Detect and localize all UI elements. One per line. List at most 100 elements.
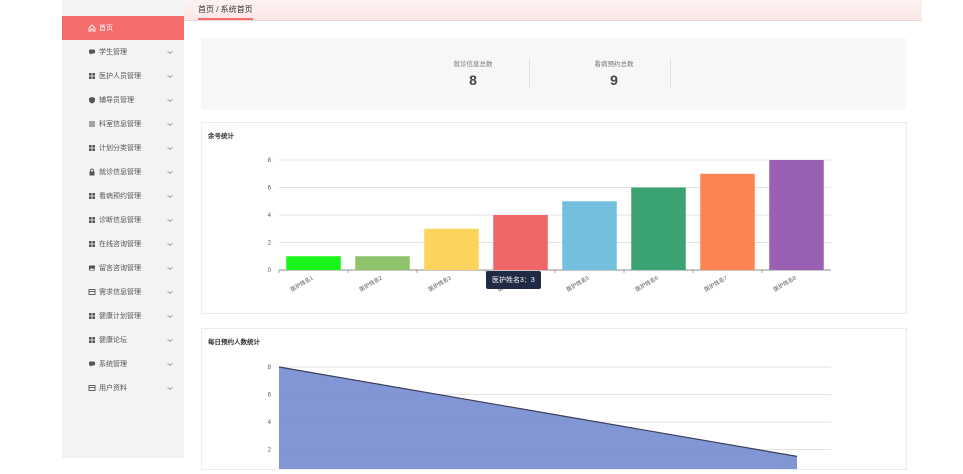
series-line [278, 366, 798, 457]
y-tick-label: 8 [268, 158, 272, 164]
chevron-down-icon [167, 290, 173, 295]
stat-visit-total: 就诊信息总数 8 [433, 58, 513, 88]
stat-divider [529, 58, 530, 88]
chevron-down-icon [167, 170, 173, 175]
sidebar-item[interactable]: 计划分类管理 [62, 136, 184, 160]
y-tick-label: 2 [268, 241, 272, 247]
grid-icon [88, 216, 96, 224]
x-tick-label: 医护姓名3 [427, 274, 453, 293]
grid-icon [88, 192, 96, 200]
chevron-down-icon [167, 50, 173, 55]
sidebar-item[interactable]: 健康计划管理 [62, 304, 184, 328]
x-tick-label: 医护姓名2 [358, 274, 384, 293]
card-icon [88, 384, 96, 392]
sidebar-item-label: 看病预约管理 [99, 193, 141, 200]
sidebar-item[interactable]: 在线咨询管理 [62, 232, 184, 256]
sidebar-item[interactable]: 首页 [62, 16, 184, 40]
bar [355, 256, 410, 270]
stat-appointment-total: 看病预约总数 9 [574, 58, 654, 88]
y-tick-label: 8 [268, 365, 272, 371]
shield-icon [88, 96, 96, 104]
chevron-down-icon [167, 74, 173, 79]
y-tick-label: 4 [268, 213, 272, 219]
panel-title: 余号统计 [208, 133, 234, 140]
stats-panel: 就诊信息总数 8 看病预约总数 9 [201, 38, 906, 110]
y-tick-label: 4 [268, 420, 272, 426]
stat-label: 就诊信息总数 [453, 61, 493, 68]
sidebar-item[interactable]: 系统管理 [62, 352, 184, 376]
remaining-chart-panel: 余号统计 02468医护姓名1医护姓名2医护姓名3医护姓名4医护姓名5医护姓名6… [201, 122, 907, 314]
sidebar-item-label: 诊断信息管理 [99, 217, 141, 224]
sidebar-item[interactable]: 学生管理 [62, 40, 184, 64]
x-tick-label: 医护姓名8 [772, 274, 798, 293]
grid-icon [88, 240, 96, 248]
sidebar-item-label: 健康计划管理 [99, 313, 141, 320]
chat-icon [88, 360, 96, 368]
chat-icon [88, 48, 96, 56]
sidebar-item-label: 科室信息管理 [99, 121, 141, 128]
chevron-down-icon [167, 122, 173, 127]
grid-icon [88, 72, 96, 80]
y-tick-label: 2 [268, 448, 272, 454]
lock-icon [88, 168, 96, 176]
sidebar-item[interactable]: 需求信息管理 [62, 280, 184, 304]
chevron-down-icon [167, 314, 173, 319]
breadcrumb-bar: 首页 / 系统首页 [184, 0, 922, 21]
sidebar-item-label: 需求信息管理 [99, 289, 141, 296]
stat-label: 看病预约总数 [594, 61, 634, 68]
sidebar-item-label: 就诊信息管理 [99, 169, 141, 176]
breadcrumb[interactable]: 首页 / 系统首页 [198, 4, 253, 20]
chevron-down-icon [167, 218, 173, 223]
grid-icon [88, 312, 96, 320]
sidebar-item[interactable]: 就诊信息管理 [62, 160, 184, 184]
sidebar-item-label: 学生管理 [99, 49, 127, 56]
sidebar: 首页学生管理医护人员管理 辅导员管理科室信息管理 计划分类管理 就诊信息管理 看病预约管… [62, 0, 184, 458]
sidebar-item[interactable]: 看病预约管理 [62, 184, 184, 208]
sidebar-item[interactable]: 用户资料 [62, 376, 184, 400]
card-icon [88, 288, 96, 296]
sidebar-item-label: 系统管理 [99, 361, 127, 368]
y-tick-label: 6 [268, 186, 272, 192]
sidebar-item[interactable]: 健康论坛 [62, 328, 184, 352]
chevron-down-icon [167, 242, 173, 247]
bar-chart: 02468医护姓名1医护姓名2医护姓名3医护姓名4医护姓名5医护姓名6医护姓名7… [268, 158, 831, 293]
sidebar-item[interactable]: 留言咨询管理 [62, 256, 184, 280]
area-fill [279, 367, 797, 469]
chart-tooltip: 医护姓名3：3 [486, 271, 541, 289]
bar [769, 160, 824, 270]
chevron-down-icon [167, 194, 173, 199]
sidebar-item-label: 在线咨询管理 [99, 241, 141, 248]
chevron-down-icon [167, 362, 173, 367]
sidebar-item-label: 辅导员管理 [99, 97, 134, 104]
stat-value: 8 [469, 72, 477, 88]
stat-divider [670, 58, 671, 88]
bar [424, 228, 479, 270]
x-tick-label: 医护姓名1 [289, 274, 315, 293]
sidebar-item-label: 留言咨询管理 [99, 265, 141, 272]
bar [700, 173, 755, 270]
chevron-down-icon [167, 266, 173, 271]
sidebar-item-label: 健康论坛 [99, 337, 127, 344]
sidebar-item-label: 首页 [99, 25, 113, 32]
y-tick-label: 0 [268, 268, 272, 274]
sidebar-item[interactable]: 诊断信息管理 [62, 208, 184, 232]
x-tick-label: 医护姓名7 [703, 274, 729, 293]
bar [631, 187, 686, 270]
chevron-down-icon [167, 98, 173, 103]
list-icon [88, 120, 96, 128]
grid-icon [88, 336, 96, 344]
home-icon [88, 24, 96, 32]
image-icon [88, 264, 96, 272]
sidebar-item-label: 计划分类管理 [99, 145, 141, 152]
sidebar-item-label: 医护人员管理 [99, 73, 141, 80]
bar [286, 256, 341, 270]
bar [562, 201, 617, 270]
panel-title: 每日预约人数统计 [208, 339, 260, 346]
sidebar-item-label: 用户资料 [99, 385, 127, 392]
grid-icon [88, 144, 96, 152]
sidebar-item[interactable]: 辅导员管理 [62, 88, 184, 112]
chevron-down-icon [167, 338, 173, 343]
daily-chart-panel: 每日预约人数统计 2 4 6 8 [201, 328, 907, 470]
sidebar-item[interactable]: 科室信息管理 [62, 112, 184, 136]
sidebar-item[interactable]: 医护人员管理 [62, 64, 184, 88]
